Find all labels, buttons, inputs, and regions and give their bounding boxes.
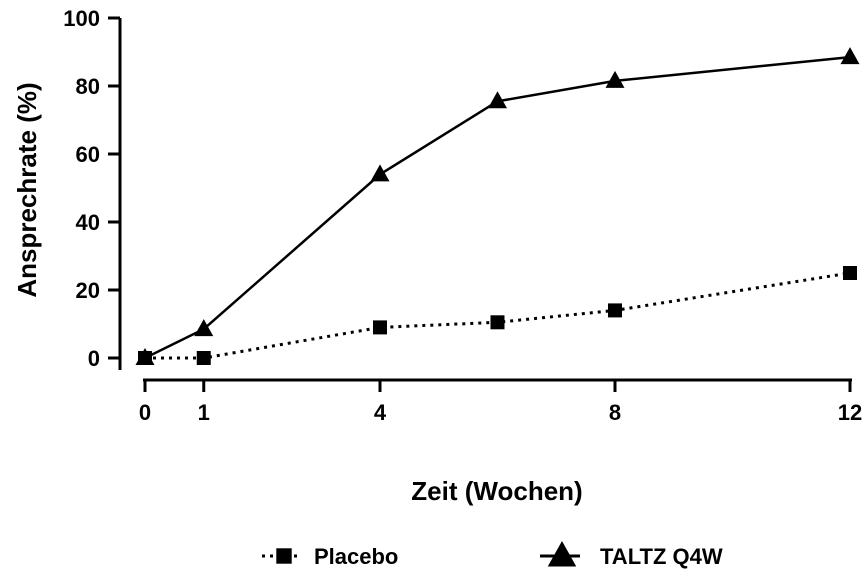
square-marker <box>490 315 505 330</box>
x-tick-label: 1 <box>198 400 210 425</box>
x-tick-label: 4 <box>374 400 387 425</box>
legend: Placebo TALTZ Q4W <box>262 541 723 569</box>
series-line <box>145 271 851 360</box>
y-tick-label: 40 <box>76 210 100 235</box>
square-marker <box>608 303 622 318</box>
x-ticks: 0 1 4 8 12 <box>139 380 862 425</box>
x-axis-title: Zeit (Wochen) <box>411 476 582 506</box>
x-tick-label: 12 <box>838 400 862 425</box>
x-tick-label: 0 <box>139 400 151 425</box>
series-layer <box>135 47 860 365</box>
series-placebo <box>138 266 857 365</box>
triangle-marker <box>194 319 214 337</box>
triangle-marker <box>840 47 860 65</box>
square-marker <box>373 320 387 335</box>
y-axis-title: Ansprechrate (%) <box>12 82 42 297</box>
y-tick-label: 20 <box>76 278 100 303</box>
triangle-marker <box>488 91 507 109</box>
series-taltz-q4w <box>135 47 860 365</box>
series-line <box>144 55 851 360</box>
legend-square-marker <box>276 548 292 564</box>
legend-item: TALTZ Q4W <box>540 541 723 569</box>
legend-triangle-marker <box>547 541 577 567</box>
y-ticks: 0 20 40 60 80 100 <box>63 6 120 371</box>
y-tick-label: 0 <box>88 346 100 371</box>
axes <box>118 18 852 382</box>
triangle-marker <box>605 70 625 88</box>
y-tick-label: 60 <box>76 142 100 167</box>
triangle-marker <box>370 164 390 182</box>
legend-label: Placebo <box>314 544 398 569</box>
y-tick-label: 100 <box>63 6 100 31</box>
triangle-marker <box>135 348 155 365</box>
y-tick-label: 80 <box>76 74 100 99</box>
legend-label: TALTZ Q4W <box>600 544 723 569</box>
legend-item: Placebo <box>262 544 398 569</box>
square-marker <box>196 351 211 365</box>
square-marker <box>843 266 857 280</box>
x-tick-label: 8 <box>609 400 621 425</box>
